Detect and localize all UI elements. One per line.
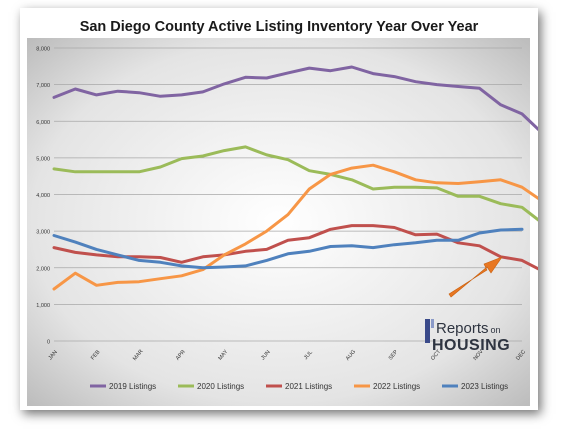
series-line bbox=[52, 227, 524, 270]
legend-label: 2022 Listings bbox=[373, 382, 420, 391]
legend-label: 2021 Listings bbox=[285, 382, 332, 391]
reports-on-housing-logo: Reports on HOUSING bbox=[425, 319, 510, 354]
grid-lines bbox=[54, 47, 522, 342]
logo-text-housing: HOUSING bbox=[432, 337, 510, 354]
x-tick-label: APR bbox=[175, 349, 187, 362]
series-line bbox=[52, 163, 538, 291]
y-tick-label: 2,000 bbox=[36, 266, 50, 272]
series-lines bbox=[52, 65, 538, 291]
legend-label: 2023 Listings bbox=[461, 382, 508, 391]
y-tick-label: 8,000 bbox=[36, 47, 50, 53]
legend-label: 2020 Listings bbox=[197, 382, 244, 391]
series-line bbox=[52, 224, 538, 271]
chart-title: San Diego County Active Listing Inventor… bbox=[80, 19, 479, 35]
logo-mark-accent bbox=[431, 319, 434, 328]
x-tick-label: JUN bbox=[260, 349, 271, 361]
y-tick-label: 1,000 bbox=[36, 303, 50, 309]
legend: 2019 Listings 2020 Listings 2021 Listings 2… bbox=[90, 382, 508, 391]
y-axis-ticks: 0 1,000 2,000 3,000 4,000 5,000 6,000 7,000 8,00… bbox=[36, 47, 50, 346]
y-tick-label: 0 bbox=[47, 340, 50, 346]
legend-label: 2019 Listings bbox=[109, 382, 156, 391]
logo-text-reports: Reports on bbox=[436, 320, 501, 337]
series-line bbox=[52, 65, 538, 132]
y-tick-label: 3,000 bbox=[36, 230, 50, 236]
y-tick-label: 5,000 bbox=[36, 156, 50, 162]
arrow-icon bbox=[448, 256, 503, 298]
logo-mark bbox=[425, 319, 430, 343]
x-tick-label: SEP bbox=[388, 349, 400, 362]
y-tick-label: 4,000 bbox=[36, 193, 50, 199]
x-tick-label: JAN bbox=[48, 349, 59, 361]
x-tick-label: FEB bbox=[90, 349, 102, 361]
y-tick-label: 7,000 bbox=[36, 83, 50, 89]
series-line bbox=[52, 145, 538, 222]
y-tick-label: 6,000 bbox=[36, 120, 50, 126]
chart-card: San Diego County Active Listing Inventor… bbox=[20, 8, 538, 410]
line-chart: San Diego County Active Listing Inventor… bbox=[27, 19, 538, 406]
x-tick-label: JUL bbox=[303, 350, 314, 361]
